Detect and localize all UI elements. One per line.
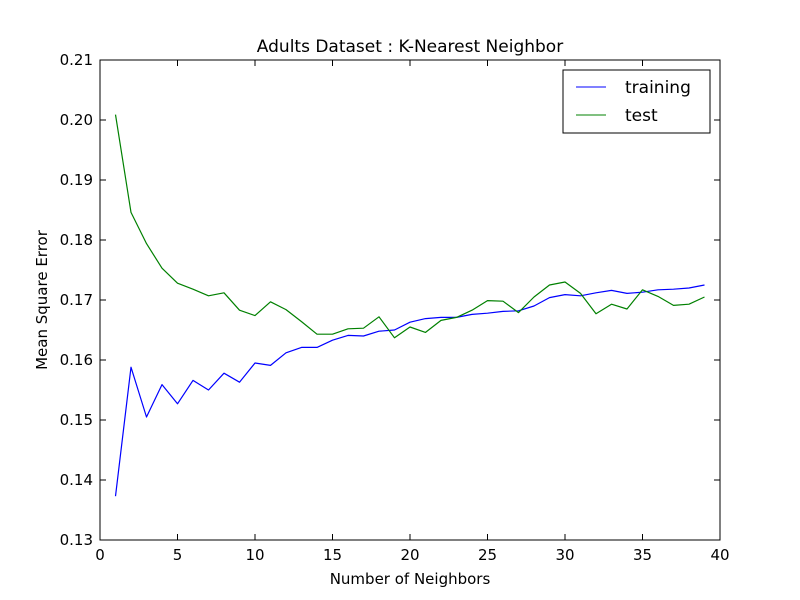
ticks-layer: 0 5 10 15 20 25 30 35 40 0.13 0.14 0.15 0.16 0.17 0.18… xyxy=(60,51,730,564)
y-tick-label: 0.21 xyxy=(60,51,93,69)
legend-label-test: test xyxy=(625,106,658,126)
chart-title: Adults Dataset : K-Nearest Neighbor xyxy=(257,37,563,57)
y-tick-label: 0.17 xyxy=(60,291,93,309)
y-tick-label: 0.19 xyxy=(60,171,93,189)
y-axis-title: Mean Square Error xyxy=(33,229,51,370)
x-tick-label: 25 xyxy=(478,546,497,564)
x-tick-label: 15 xyxy=(323,546,342,564)
y-tick-label: 0.18 xyxy=(60,231,93,249)
y-tick-label: 0.15 xyxy=(60,411,93,429)
x-tick-label: 40 xyxy=(710,546,729,564)
y-tick-label: 0.16 xyxy=(60,351,93,369)
x-tick-label: 0 xyxy=(95,546,105,564)
x-tick-label: 5 xyxy=(173,546,183,564)
legend-label-training: training xyxy=(625,78,691,98)
y-tick-label: 0.20 xyxy=(60,111,93,129)
x-axis-title: Number of Neighbors xyxy=(330,570,491,588)
x-tick-label: 30 xyxy=(555,546,574,564)
legend-box xyxy=(562,69,711,134)
legend: training test xyxy=(562,69,711,134)
x-tick-label: 10 xyxy=(245,546,264,564)
series-layer xyxy=(114,114,705,497)
series-line-test xyxy=(114,114,705,339)
y-tick-label: 0.14 xyxy=(60,471,93,489)
y-tick-label: 0.13 xyxy=(60,531,93,549)
x-tick-label: 20 xyxy=(400,546,419,564)
series-line-training xyxy=(114,284,705,497)
x-tick-label: 35 xyxy=(633,546,652,564)
